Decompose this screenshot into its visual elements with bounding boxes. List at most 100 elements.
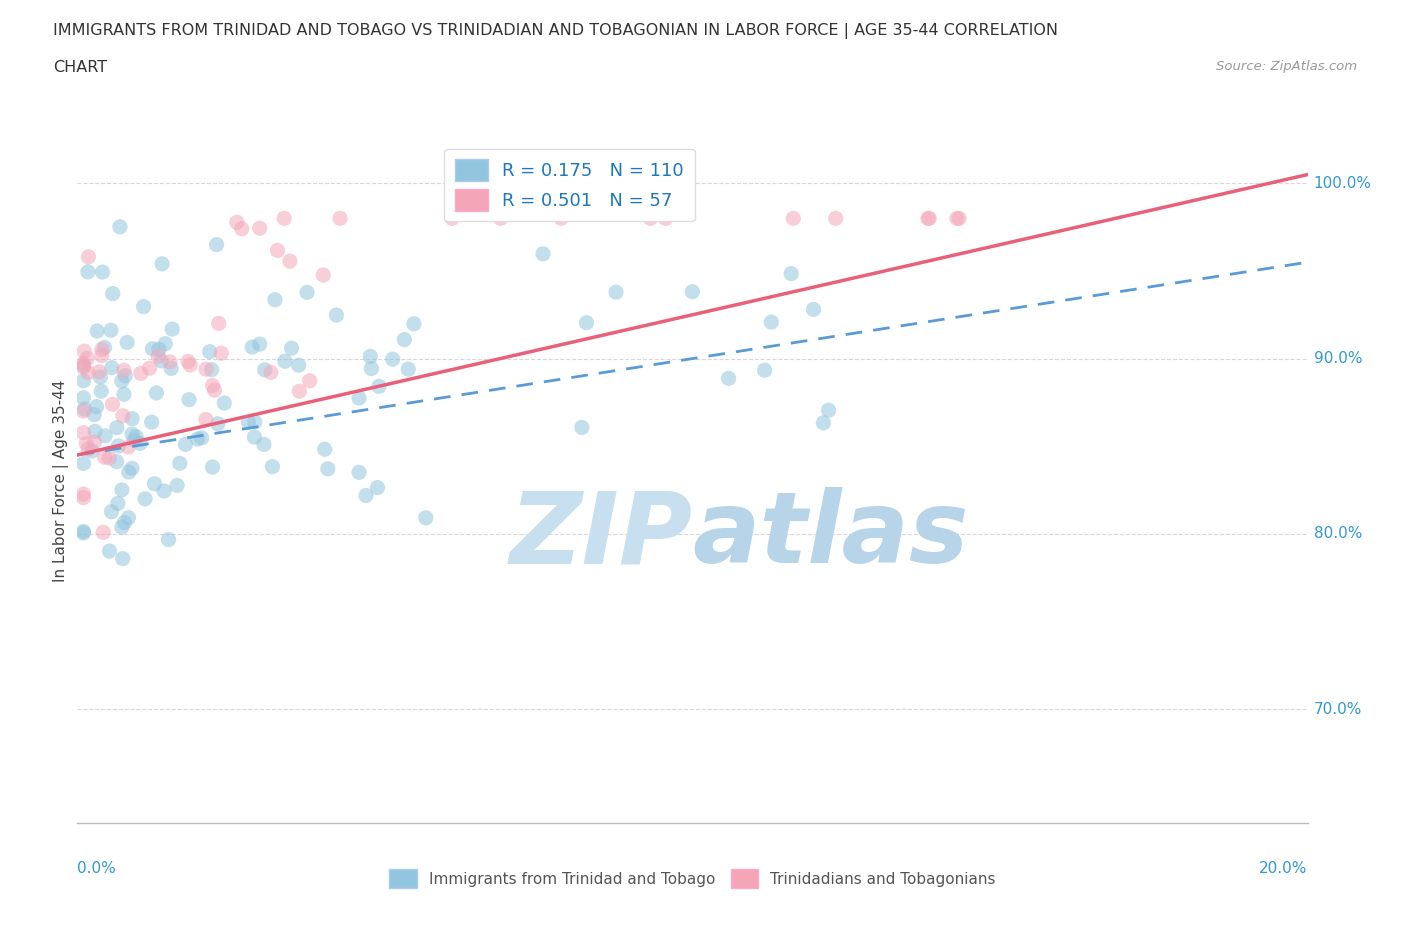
Point (124, 432, 146, 447)
Point (347, 391, 370, 405)
Point (72, 486, 94, 501)
Point (100, 360, 122, 375)
Point (441, 211, 464, 226)
Point (640, 211, 662, 226)
Point (225, 215, 247, 230)
Point (824, 211, 846, 226)
Point (402, 316, 425, 331)
Point (145, 386, 167, 401)
Legend: R = 0.175   N = 110, R = 0.501   N = 57: R = 0.175 N = 110, R = 0.501 N = 57 (444, 149, 695, 221)
Point (143, 476, 166, 491)
Point (717, 371, 740, 386)
Point (155, 337, 177, 352)
Point (948, 211, 970, 226)
Point (72, 490, 94, 505)
Text: IMMIGRANTS FROM TRINIDAD AND TOBAGO VS TRINIDADIAN AND TOBAGONIAN IN LABOR FORCE: IMMIGRANTS FROM TRINIDAD AND TOBAGO VS T… (53, 23, 1059, 39)
Point (204, 383, 226, 398)
Point (177, 392, 200, 407)
Point (761, 314, 783, 329)
Point (117, 440, 139, 455)
Point (243, 415, 266, 430)
Point (314, 442, 336, 457)
Point (73, 402, 96, 417)
Point (93, 449, 115, 464)
Point (295, 285, 318, 299)
Point (80, 444, 103, 458)
Point (132, 299, 155, 314)
Point (298, 373, 321, 388)
Point (918, 211, 941, 226)
Point (605, 285, 627, 299)
Point (94, 429, 117, 444)
Text: 20.0%: 20.0% (1260, 860, 1308, 876)
Point (207, 417, 229, 432)
Point (287, 358, 309, 373)
Point (148, 342, 170, 357)
Point (138, 361, 160, 376)
Point (316, 461, 339, 476)
Point (214, 395, 236, 410)
Point (101, 397, 124, 412)
Point (360, 361, 382, 376)
Point (111, 374, 134, 389)
Point (249, 337, 271, 352)
Point (266, 243, 288, 258)
Point (73, 344, 96, 359)
Point (129, 436, 152, 451)
Point (86, 324, 108, 339)
Y-axis label: In Labor Force | Age 35-44: In Labor Force | Age 35-44 (53, 380, 69, 582)
Point (72, 425, 94, 440)
Point (813, 416, 835, 431)
Point (194, 412, 217, 427)
Point (243, 430, 266, 445)
Point (101, 286, 124, 301)
Point (209, 346, 232, 361)
Point (100, 504, 122, 519)
Point (946, 211, 969, 226)
Point (179, 357, 201, 372)
Point (72, 391, 94, 405)
Point (105, 420, 128, 435)
Point (249, 220, 271, 235)
Point (105, 454, 128, 469)
Point (160, 361, 183, 376)
Text: 100.0%: 100.0% (1313, 176, 1372, 191)
Point (280, 340, 302, 355)
Point (264, 292, 287, 307)
Point (367, 379, 389, 393)
Text: 70.0%: 70.0% (1313, 701, 1362, 717)
Point (489, 211, 512, 226)
Point (77, 442, 100, 457)
Point (396, 362, 419, 377)
Point (118, 465, 141, 480)
Point (72, 525, 94, 540)
Point (134, 491, 156, 506)
Point (166, 478, 188, 493)
Point (93, 340, 115, 355)
Point (575, 315, 598, 330)
Point (917, 211, 939, 226)
Point (90, 342, 112, 357)
Point (72, 360, 94, 375)
Point (201, 459, 224, 474)
Point (654, 211, 676, 226)
Text: 90.0%: 90.0% (1313, 352, 1362, 366)
Point (111, 520, 134, 535)
Point (260, 365, 283, 379)
Point (550, 211, 572, 226)
Point (83, 407, 105, 422)
Point (186, 432, 208, 446)
Point (76, 351, 98, 365)
Point (278, 254, 301, 269)
Point (107, 496, 129, 511)
Point (150, 353, 173, 368)
Point (262, 459, 284, 474)
Point (91, 265, 114, 280)
Text: 0.0%: 0.0% (77, 860, 117, 876)
Point (84, 424, 107, 439)
Point (803, 302, 825, 317)
Point (129, 365, 152, 380)
Point (90, 348, 112, 363)
Point (190, 431, 212, 445)
Point (114, 515, 136, 530)
